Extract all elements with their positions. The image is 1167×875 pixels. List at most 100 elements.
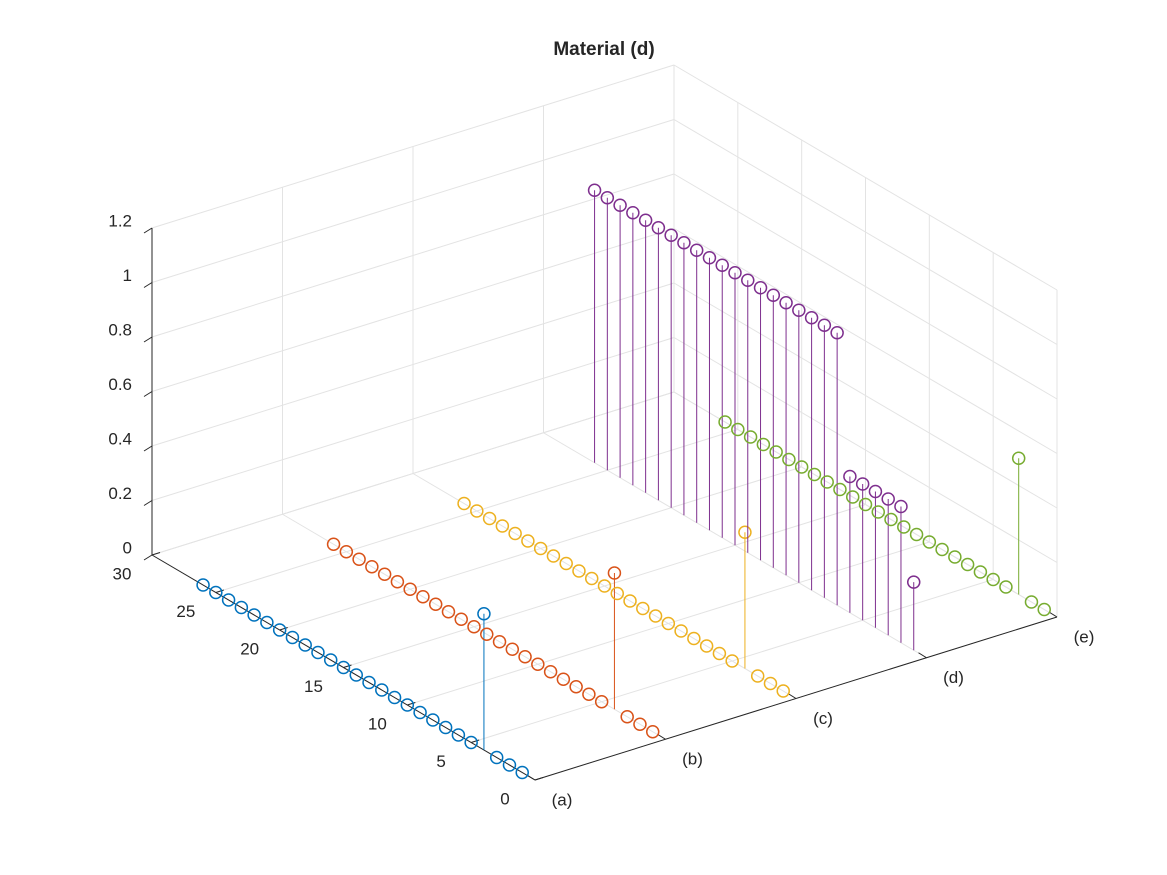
stem-marker [674,624,688,638]
grid-line [673,64,1058,291]
stem-marker [830,326,844,340]
grid-line [151,228,675,392]
stem-marker [209,585,223,600]
stem-marker [715,258,729,272]
stem-marker [582,687,596,701]
stem-marker [897,520,911,534]
y-tick [343,664,352,668]
x-tick-label: (d) [943,668,964,687]
y-tick-label: 10 [368,714,387,733]
stem-marker [731,422,745,437]
stem-marker [1037,602,1051,617]
stem-marker [741,273,755,287]
stem-marker [881,492,895,506]
y-tick [279,627,288,631]
x-tick-label: (e) [1074,627,1095,646]
stem-marker [820,475,834,489]
stem-marker [375,683,389,697]
stem-marker [594,695,609,709]
z-tick-label: 0.4 [108,429,132,448]
stem-marker [416,590,430,604]
stem-marker [804,311,819,325]
z-tick [143,227,153,234]
grid-line [151,337,675,501]
y-tick-label: 30 [113,564,132,583]
y-tick-label: 25 [176,602,195,621]
stem-marker [661,616,676,631]
grid-line [673,337,1058,563]
stem-marker [298,638,312,652]
stem-marker [508,526,522,541]
stem-marker [413,705,427,720]
stem-marker [948,550,962,564]
z-tick-label: 0.2 [108,484,132,503]
stem-marker [339,545,354,559]
y-tick [215,589,224,593]
grid-line [407,541,930,706]
stem-marker [906,575,921,589]
stem-marker [699,639,714,653]
grid-line [673,173,1058,400]
stem-marker [349,668,364,682]
stem-marker [855,477,870,491]
y-tick [534,777,544,781]
stem-marker [623,594,637,608]
stem-marker [587,183,602,197]
y-tick-label: 15 [304,677,323,696]
stem-marker [909,527,924,542]
stem-marker [515,765,529,780]
stem-marker [470,504,484,518]
grid-line [673,119,1058,345]
stem-marker [502,758,517,772]
stem-marker [753,281,768,295]
stem-marker [428,597,443,611]
stem-marker [426,713,440,727]
stem-marker [743,430,758,444]
stem-marker [196,578,210,592]
stem-marker [438,720,453,735]
stem-marker [600,191,615,205]
grid-line [215,429,738,593]
stem-marker [651,221,666,235]
z-tick-label: 0.6 [108,375,132,394]
x-tick-label: (c) [813,709,833,728]
stem-marker [531,657,545,671]
stem-marker [794,460,809,474]
stem-marker [234,600,249,615]
stem-marker [718,415,732,429]
stem-marker [999,580,1013,594]
stem-marker [362,675,376,690]
stem-marker [636,601,650,616]
z-tick [143,445,153,452]
stem-marker [845,490,860,504]
stem-marker [323,653,338,667]
x-tick [657,733,666,740]
z-tick-label: 0 [123,538,132,557]
stem-marker [247,608,261,622]
stem-marker [645,725,660,739]
stem-marker [613,198,627,212]
x-tick [918,652,927,659]
stem-marker [221,593,236,607]
stem-marker [782,452,796,467]
stem-marker [843,469,857,484]
z-tick [143,554,153,561]
stem-marker [451,728,466,742]
grid-line [471,579,994,743]
stem-marker [776,684,790,698]
stem-marker [457,496,471,511]
y-tick-label: 5 [436,752,445,771]
y-tick [471,739,480,743]
stem-marker [677,236,691,250]
z-tick-label: 1.2 [108,211,132,230]
grid-line [151,119,675,283]
stem-marker [495,519,510,533]
stem-marker [973,565,988,579]
x-tick-label: (a) [552,790,573,809]
grid-line [673,228,1058,454]
x-tick [787,693,797,699]
stem-marker [738,525,752,539]
stem-marker [489,750,504,765]
grid-line [151,391,675,556]
